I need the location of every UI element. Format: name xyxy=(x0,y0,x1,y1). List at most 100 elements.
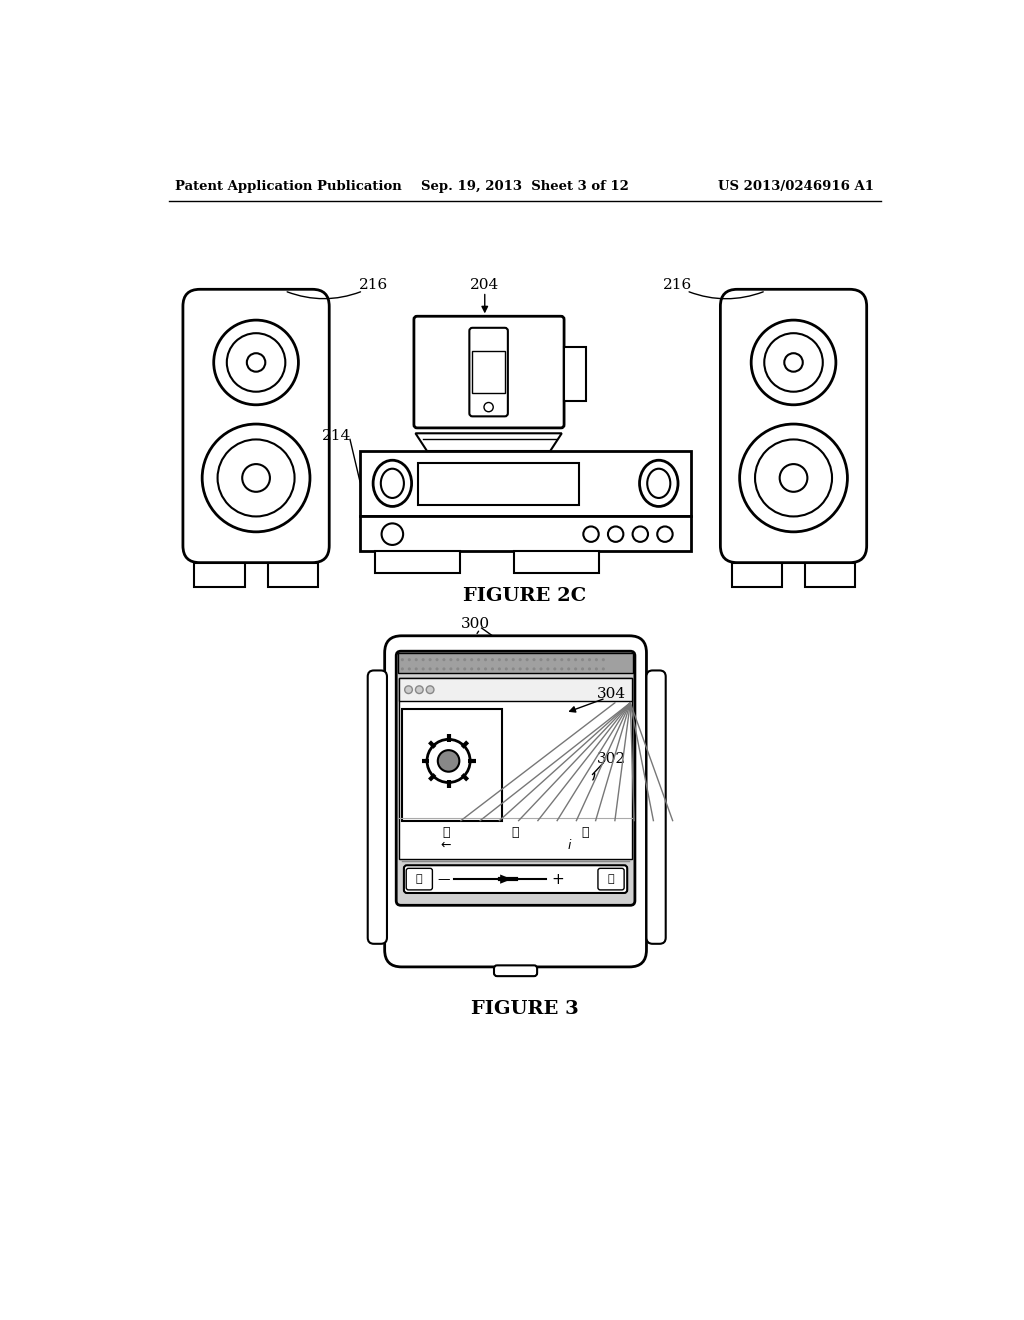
Circle shape xyxy=(438,750,460,772)
Text: FIGURE 3: FIGURE 3 xyxy=(471,1001,579,1018)
Ellipse shape xyxy=(373,461,412,507)
Text: 214: 214 xyxy=(323,429,351,442)
Text: 304: 304 xyxy=(597,686,627,701)
FancyBboxPatch shape xyxy=(396,651,635,906)
Circle shape xyxy=(581,659,584,661)
Bar xyxy=(564,347,586,401)
Bar xyxy=(360,451,691,516)
Circle shape xyxy=(764,333,823,392)
Circle shape xyxy=(477,659,480,661)
Circle shape xyxy=(595,659,598,661)
Polygon shape xyxy=(416,433,562,451)
Ellipse shape xyxy=(381,469,403,498)
Circle shape xyxy=(547,659,550,661)
Circle shape xyxy=(435,668,438,671)
Circle shape xyxy=(553,668,556,671)
Text: 216: 216 xyxy=(663,279,692,293)
Circle shape xyxy=(547,668,550,671)
Circle shape xyxy=(779,465,807,492)
Circle shape xyxy=(217,440,295,516)
Bar xyxy=(397,653,634,673)
Bar xyxy=(805,562,855,587)
Circle shape xyxy=(247,354,265,372)
Text: FIGURE 2C: FIGURE 2C xyxy=(463,587,587,605)
Circle shape xyxy=(490,668,494,671)
Circle shape xyxy=(581,668,584,671)
Circle shape xyxy=(404,686,413,693)
Circle shape xyxy=(450,659,453,661)
FancyBboxPatch shape xyxy=(494,965,538,977)
Circle shape xyxy=(574,659,578,661)
Text: 🔇: 🔇 xyxy=(416,874,423,884)
Circle shape xyxy=(243,465,270,492)
Text: 302: 302 xyxy=(597,752,627,766)
Bar xyxy=(514,552,599,573)
Circle shape xyxy=(442,668,445,671)
Circle shape xyxy=(584,527,599,543)
Circle shape xyxy=(426,686,434,693)
Circle shape xyxy=(560,659,563,661)
Polygon shape xyxy=(500,875,512,884)
FancyBboxPatch shape xyxy=(598,869,625,890)
Circle shape xyxy=(415,659,418,661)
Circle shape xyxy=(498,659,501,661)
Circle shape xyxy=(532,659,536,661)
Circle shape xyxy=(422,659,425,661)
Circle shape xyxy=(588,659,591,661)
Circle shape xyxy=(429,668,432,671)
Text: Sep. 19, 2013  Sheet 3 of 12: Sep. 19, 2013 Sheet 3 of 12 xyxy=(421,181,629,194)
Circle shape xyxy=(408,659,411,661)
Bar xyxy=(195,562,245,587)
FancyBboxPatch shape xyxy=(385,636,646,966)
FancyBboxPatch shape xyxy=(368,671,387,944)
Bar xyxy=(472,351,505,393)
Ellipse shape xyxy=(647,469,671,498)
Bar xyxy=(732,562,782,587)
Circle shape xyxy=(408,668,411,671)
Text: ←: ← xyxy=(440,838,451,851)
Bar xyxy=(360,516,691,552)
Circle shape xyxy=(490,659,494,661)
Circle shape xyxy=(608,527,624,543)
Bar xyxy=(376,552,460,573)
Circle shape xyxy=(512,659,515,661)
Circle shape xyxy=(567,659,570,661)
Ellipse shape xyxy=(640,461,678,507)
Circle shape xyxy=(752,319,836,405)
Circle shape xyxy=(553,659,556,661)
Circle shape xyxy=(422,668,425,671)
Text: US 2013/0246916 A1: US 2013/0246916 A1 xyxy=(719,181,874,194)
FancyBboxPatch shape xyxy=(183,289,330,562)
Circle shape xyxy=(505,659,508,661)
Circle shape xyxy=(657,527,673,543)
FancyBboxPatch shape xyxy=(414,317,564,428)
Circle shape xyxy=(602,659,605,661)
Circle shape xyxy=(574,668,578,671)
Text: ⏵: ⏵ xyxy=(512,825,519,838)
Circle shape xyxy=(435,659,438,661)
Circle shape xyxy=(540,668,543,671)
Circle shape xyxy=(457,659,460,661)
Text: Patent Application Publication: Patent Application Publication xyxy=(175,181,402,194)
Circle shape xyxy=(739,424,848,532)
Circle shape xyxy=(560,668,563,671)
Circle shape xyxy=(477,668,480,671)
Circle shape xyxy=(202,424,310,532)
FancyBboxPatch shape xyxy=(646,671,666,944)
Circle shape xyxy=(400,668,403,671)
Bar xyxy=(399,678,632,701)
Text: ⏭: ⏭ xyxy=(582,825,589,838)
Circle shape xyxy=(226,333,286,392)
Bar xyxy=(418,462,580,506)
Circle shape xyxy=(484,659,487,661)
Circle shape xyxy=(525,659,528,661)
Circle shape xyxy=(633,527,648,543)
Circle shape xyxy=(450,668,453,671)
Circle shape xyxy=(442,659,445,661)
Text: 216: 216 xyxy=(358,279,388,293)
Circle shape xyxy=(463,668,466,671)
FancyBboxPatch shape xyxy=(469,327,508,416)
Text: i: i xyxy=(567,838,570,851)
Circle shape xyxy=(429,659,432,661)
Circle shape xyxy=(518,659,521,661)
